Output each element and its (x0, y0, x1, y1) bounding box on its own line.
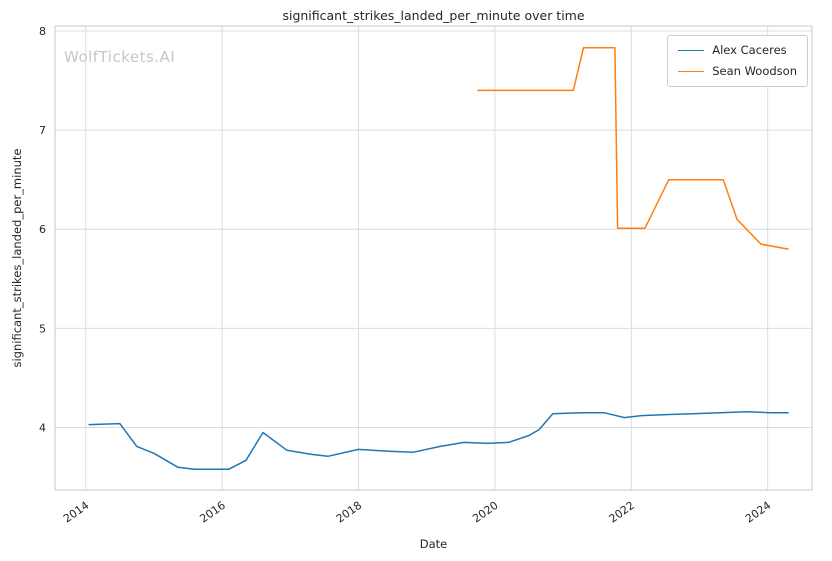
legend-label-alex-caceres: Alex Caceres (712, 43, 787, 57)
x-tick-label: 2018 (334, 499, 364, 526)
y-tick-label: 6 (39, 223, 46, 236)
x-tick-label: 2022 (607, 499, 637, 526)
x-tick-label: 2024 (743, 499, 773, 526)
legend-item-alex-caceres: Alex Caceres (678, 43, 797, 57)
series-line-sean-woodson (477, 47, 789, 250)
watermark: WolfTickets.AI (64, 48, 176, 66)
legend-line-swatch-sean-woodson (678, 70, 705, 72)
x-tick-label: 2014 (61, 499, 91, 526)
y-tick-label: 4 (39, 422, 46, 435)
plot-border (54, 25, 813, 491)
y-tick-label: 5 (39, 322, 46, 335)
chart-title: significant_strikes_landed_per_minute ov… (282, 8, 585, 23)
series-line-alex-caceres (88, 410, 789, 470)
x-axis-label: Date (419, 537, 448, 551)
y-tick-label: 8 (39, 25, 46, 38)
x-tick-label: 2020 (470, 499, 500, 526)
legend-line-swatch-alex-caceres (678, 49, 705, 51)
x-tick-label: 2016 (197, 499, 227, 526)
legend: Alex Caceres Sean Woodson (667, 35, 808, 87)
legend-item-sean-woodson: Sean Woodson (678, 64, 797, 78)
y-axis-label: significant_strikes_landed_per_minute (10, 148, 24, 368)
y-tick-label: 7 (39, 124, 46, 137)
legend-label-sean-woodson: Sean Woodson (712, 64, 797, 78)
